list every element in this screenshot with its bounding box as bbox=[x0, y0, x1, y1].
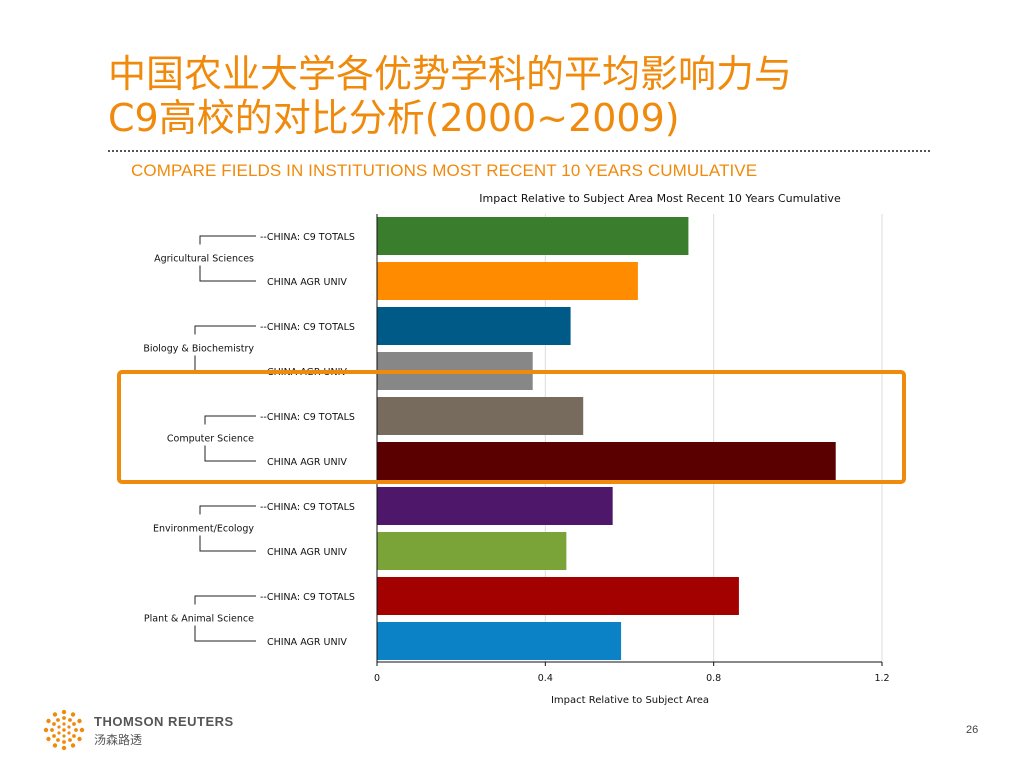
bar-label: --CHINA: C9 TOTALS bbox=[260, 322, 355, 333]
bar bbox=[377, 577, 739, 615]
bar-label: --CHINA: C9 TOTALS bbox=[260, 502, 355, 513]
highlight-box bbox=[117, 370, 906, 484]
bar bbox=[377, 442, 836, 480]
x-tick-label: 0.4 bbox=[538, 673, 553, 684]
bar bbox=[377, 307, 571, 345]
page-number: 26 bbox=[966, 724, 979, 736]
x-tick-label: 0.8 bbox=[706, 673, 721, 684]
group-bracket bbox=[199, 505, 256, 552]
bar-label: CHINA AGR UNIV bbox=[267, 457, 347, 468]
bar bbox=[377, 217, 689, 255]
footer-brand: THOMSON REUTERS bbox=[94, 714, 234, 729]
title-divider bbox=[108, 150, 930, 152]
group-bracket bbox=[199, 235, 256, 282]
slide-title-line2: C9高校的对比分析(2000~2009) bbox=[108, 96, 680, 140]
bar-label: --CHINA: C9 TOTALS bbox=[260, 592, 355, 603]
bar-label: --CHINA: C9 TOTALS bbox=[260, 232, 355, 243]
bar bbox=[377, 262, 638, 300]
group-label: Computer Science bbox=[167, 434, 254, 445]
x-tick-label: 1.2 bbox=[874, 673, 889, 684]
bar-label: CHINA AGR UNIV bbox=[267, 637, 347, 648]
bar bbox=[377, 532, 567, 570]
group-bracket bbox=[194, 595, 256, 642]
bar-label: --CHINA: C9 TOTALS bbox=[260, 412, 355, 423]
bar-label: CHINA AGR UNIV bbox=[267, 547, 347, 558]
group-bracket bbox=[204, 415, 256, 462]
chart-title: Impact Relative to Subject Area Most Rec… bbox=[479, 192, 841, 205]
bar-label: CHINA AGR UNIV bbox=[267, 277, 347, 288]
x-tick-label: 0 bbox=[374, 673, 380, 684]
bar bbox=[377, 487, 613, 525]
group-label: Biology & Biochemistry bbox=[143, 344, 254, 355]
bar bbox=[377, 622, 622, 660]
bar bbox=[377, 397, 584, 435]
slide-subtitle: COMPARE FIELDS IN INSTITUTIONS MOST RECE… bbox=[131, 161, 758, 180]
footer-brand-cn: 汤森路透 bbox=[94, 733, 143, 747]
group-label: Agricultural Sciences bbox=[154, 254, 254, 265]
group-label: Plant & Animal Science bbox=[144, 614, 254, 625]
group-label: Environment/Ecology bbox=[153, 524, 254, 535]
thomson-reuters-logo-icon bbox=[43, 709, 85, 751]
slide-title: 中国农业大学各优势学科的平均影响力与 C9高校的对比分析(2000~2009) bbox=[108, 52, 988, 140]
x-axis-label: Impact Relative to Subject Area bbox=[551, 695, 709, 706]
slide-title-line1: 中国农业大学各优势学科的平均影响力与 bbox=[108, 52, 793, 96]
